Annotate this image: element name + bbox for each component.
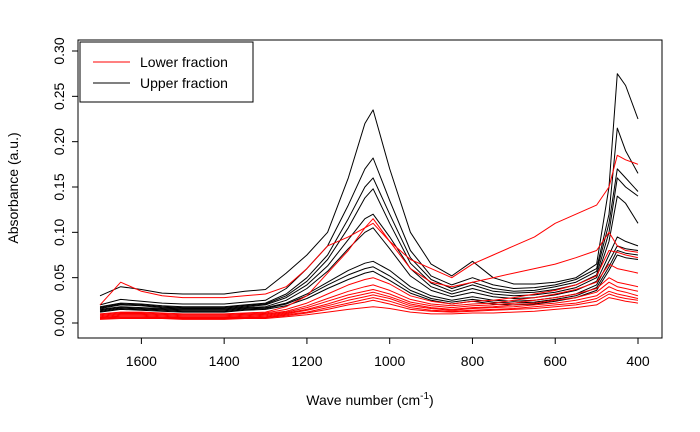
series-line-15 (99, 286, 639, 319)
series-line-18 (99, 297, 639, 320)
y-tick-label-5: 0.25 (51, 82, 67, 109)
x-tick-label-400: 400 (626, 353, 650, 369)
y-tick-label-1: 0.05 (51, 264, 67, 291)
y-tick-label-4: 0.20 (51, 128, 67, 155)
series-line-7 (99, 250, 639, 312)
series-line-11 (99, 250, 639, 316)
x-tick-label-1600: 1600 (126, 353, 157, 369)
series-line-1 (99, 127, 639, 306)
series-line-12 (99, 263, 639, 317)
x-tick-label-1200: 1200 (291, 353, 322, 369)
series-line-0 (99, 73, 639, 297)
series-line-4 (99, 195, 639, 309)
y-tick-label-0: 0.00 (51, 309, 67, 336)
x-tick-label-1400: 1400 (209, 353, 240, 369)
series-line-6 (99, 245, 639, 311)
y-tick-label-3: 0.15 (51, 173, 67, 200)
x-axis: 1600 1400 1200 1000 800 600 400 (126, 337, 650, 369)
series-line-5 (99, 227, 639, 310)
x-axis-label: Wave number (cm-1) (306, 391, 433, 408)
series-line-17 (99, 293, 639, 319)
x-axis-label-superscript: -1 (420, 391, 429, 402)
series-layer (99, 73, 639, 320)
y-tick-label-6: 0.30 (51, 37, 67, 64)
x-axis-label-close: ) (429, 392, 434, 408)
series-line-9 (99, 154, 639, 306)
legend: Lower fraction Upper fraction (79, 41, 254, 103)
x-tick-label-800: 800 (461, 353, 485, 369)
legend-box (79, 41, 254, 103)
series-line-2 (99, 168, 639, 308)
legend-label-upper: Upper fraction (140, 75, 228, 91)
x-tick-label-1000: 1000 (374, 353, 405, 369)
x-tick-label-600: 600 (544, 353, 568, 369)
series-line-10 (99, 218, 639, 315)
y-axis-label: Absorbance (a.u.) (5, 132, 21, 243)
y-axis: 0.00 0.05 0.10 0.15 0.20 0.25 0.30 (51, 37, 79, 337)
series-line-13 (99, 277, 639, 318)
y-tick-label-2: 0.10 (51, 218, 67, 245)
legend-label-lower: Lower fraction (140, 54, 228, 70)
